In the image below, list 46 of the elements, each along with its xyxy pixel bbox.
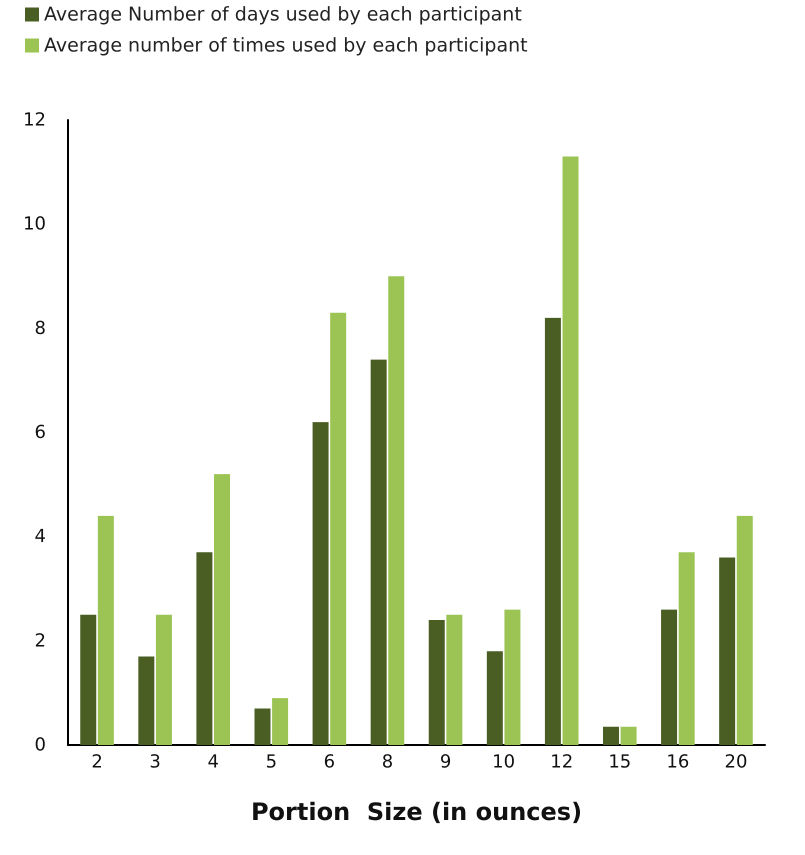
bar bbox=[562, 156, 579, 745]
x-tick-label: 6 bbox=[324, 752, 336, 772]
bar bbox=[330, 312, 346, 745]
bar bbox=[388, 276, 404, 745]
bar bbox=[504, 610, 520, 745]
bar bbox=[370, 360, 387, 745]
bar bbox=[602, 726, 619, 745]
bar bbox=[138, 656, 154, 745]
bar bbox=[544, 318, 561, 745]
bar bbox=[486, 651, 503, 745]
x-tick-label: 15 bbox=[608, 752, 632, 772]
y-tick-label: 12 bbox=[23, 110, 46, 130]
x-tick-label: 12 bbox=[550, 752, 574, 772]
bar bbox=[620, 726, 637, 745]
y-tick-label: 0 bbox=[34, 734, 46, 756]
y-tick-label: 8 bbox=[34, 318, 46, 339]
bar bbox=[678, 552, 695, 745]
bar bbox=[196, 552, 212, 745]
y-tick-label: 4 bbox=[34, 526, 46, 548]
x-tick-label: 3 bbox=[149, 752, 161, 772]
bar bbox=[736, 516, 753, 745]
x-tick-label: 9 bbox=[440, 752, 452, 772]
bar bbox=[98, 516, 114, 745]
bar bbox=[661, 610, 678, 745]
x-tick-label: 2 bbox=[91, 752, 103, 772]
x-tick-label: 8 bbox=[382, 752, 394, 772]
x-tick-label: 5 bbox=[266, 752, 278, 772]
legend-label: Average number of times used by each participant bbox=[44, 34, 528, 56]
bar bbox=[428, 620, 445, 745]
x-tick-label: 4 bbox=[207, 752, 219, 772]
x-tick-label: 20 bbox=[724, 752, 748, 772]
bar bbox=[80, 614, 96, 745]
bar bbox=[254, 708, 270, 745]
bar bbox=[312, 422, 329, 745]
x-tick-label: 10 bbox=[492, 752, 516, 772]
y-tick-label: 6 bbox=[34, 422, 46, 443]
bar bbox=[272, 698, 288, 745]
bar bbox=[214, 474, 230, 745]
bar bbox=[156, 614, 172, 745]
x-axis-title: Portion Size (in ounces) bbox=[250, 798, 582, 826]
legend-label: Average Number of days used by each participant bbox=[44, 4, 522, 26]
y-tick-label: 10 bbox=[23, 214, 46, 235]
bar bbox=[446, 614, 462, 745]
bar bbox=[719, 558, 736, 745]
y-tick-label: 2 bbox=[34, 630, 46, 652]
x-tick-label: 16 bbox=[666, 752, 690, 772]
